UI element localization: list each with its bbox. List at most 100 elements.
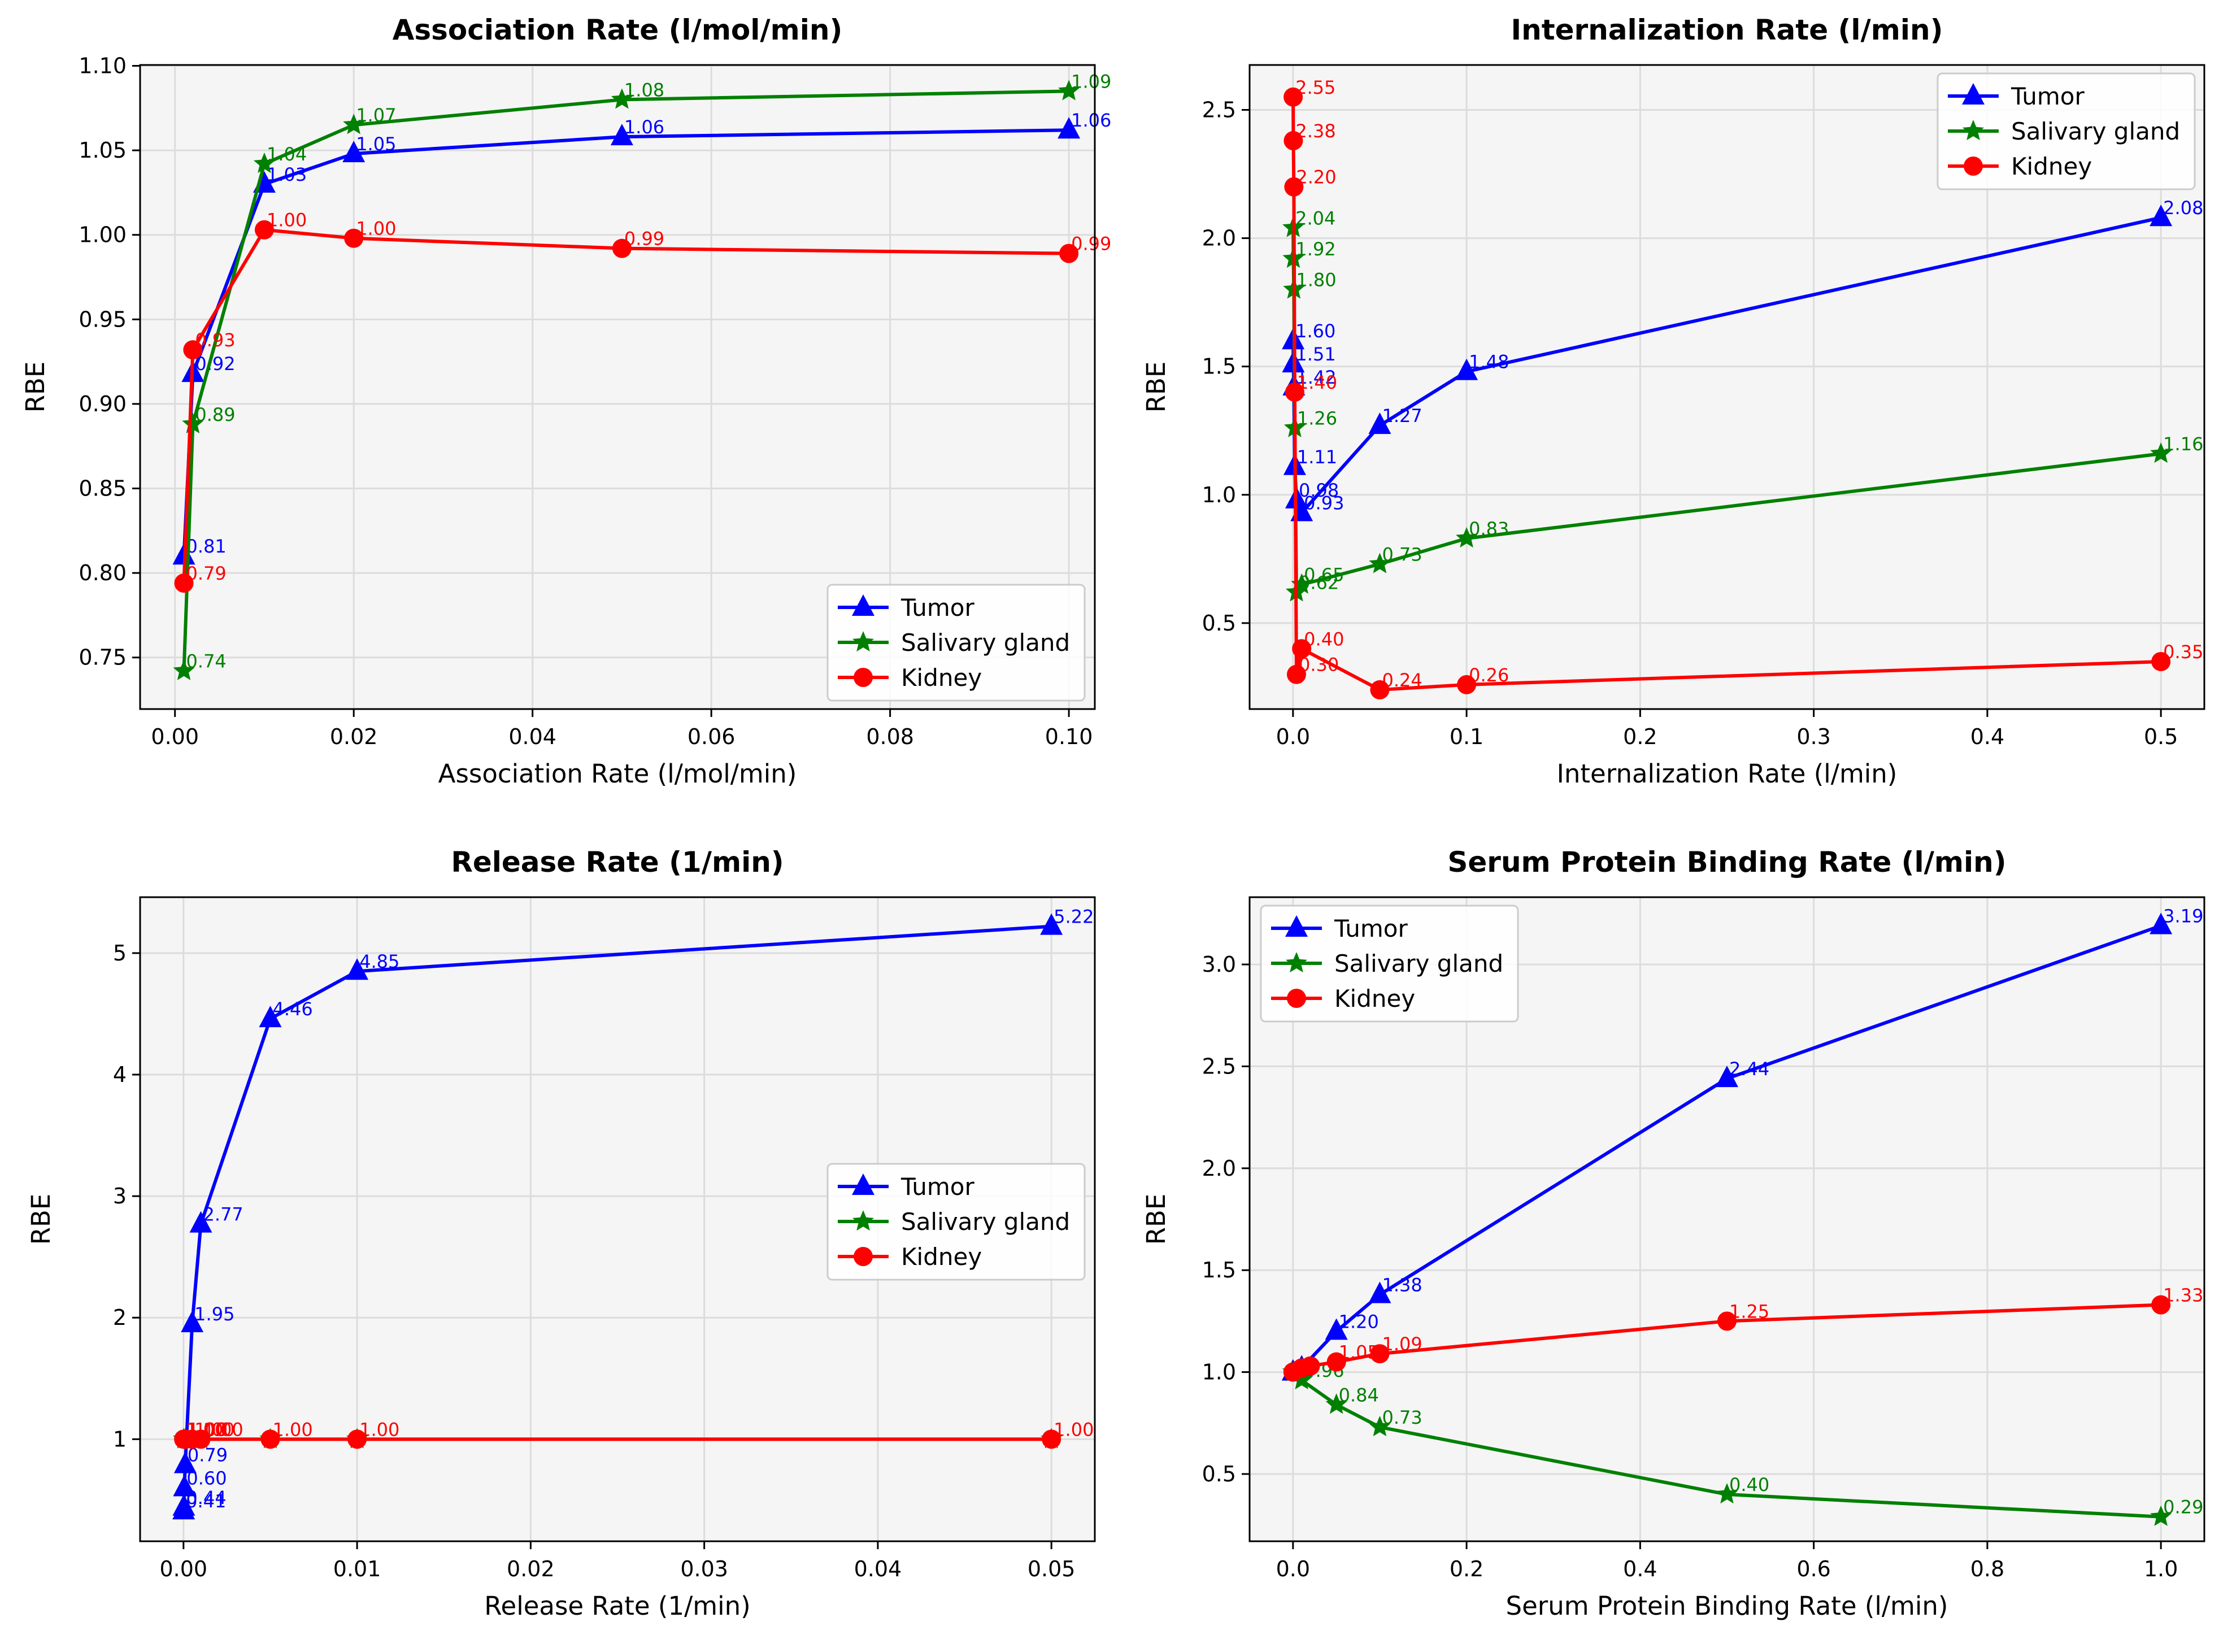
data-label: 3.19 xyxy=(2163,906,2203,927)
data-label: 0.35 xyxy=(2163,641,2203,663)
x-tick-label: 0.00 xyxy=(160,1557,208,1581)
y-tick-label: 4 xyxy=(113,1062,127,1087)
plot-frame xyxy=(139,896,1096,1542)
legend-entry: Salivary gland xyxy=(1334,950,1503,977)
data-point xyxy=(173,659,195,680)
series-kidney: 1.001.001.001.00 1.00 1.00 1.00 xyxy=(174,1419,1094,1449)
y-axis-label: RBE xyxy=(26,1194,56,1245)
x-tick-label: 0.01 xyxy=(333,1557,381,1581)
data-point xyxy=(2151,1295,2171,1315)
legend-marker xyxy=(852,1173,874,1195)
data-label: 2.20 xyxy=(1296,167,1336,188)
x-tick-label: 0.04 xyxy=(854,1557,902,1581)
data-point xyxy=(1285,382,1304,402)
data-label: 0.83 xyxy=(1469,518,1509,540)
legend-marker xyxy=(852,631,874,652)
legend-entry: Salivary gland xyxy=(901,629,1070,657)
data-label: 0.30 xyxy=(1299,654,1339,676)
data-label: 0.65 xyxy=(1304,564,1344,586)
data-point xyxy=(1042,1429,1061,1449)
legend-marker xyxy=(1287,989,1306,1008)
y-tick-label: 5 xyxy=(113,941,127,966)
data-label: 1.20 xyxy=(1339,1311,1379,1332)
data-label: 1.06 xyxy=(624,116,664,138)
data-point xyxy=(1370,1344,1390,1364)
x-tick-label: 0.2 xyxy=(1623,724,1657,749)
data-label: 0.98 xyxy=(1299,480,1339,501)
y-tick-label: 0.5 xyxy=(1202,1462,1236,1486)
series-salivary-gland: 0.74 0.89 1.04 1.07 1.08 1.09 xyxy=(173,71,1111,680)
legend-entry: Tumor xyxy=(2011,82,2085,110)
data-point xyxy=(2150,1505,2172,1526)
data-point xyxy=(189,1211,212,1233)
data-point xyxy=(1059,244,1079,263)
data-point xyxy=(611,88,633,109)
legend-entry: Salivary gland xyxy=(2011,118,2180,145)
legend-entry: Tumor xyxy=(1334,915,1408,942)
chart-title: Release Rate (1/min) xyxy=(451,846,784,879)
x-tick-label: 0.4 xyxy=(1623,1557,1657,1581)
data-label: 1.38 xyxy=(1382,1274,1422,1295)
data-point xyxy=(1716,1066,1738,1088)
data-point xyxy=(182,412,204,434)
series-kidney: 1.05 1.09 1.25 1.33 xyxy=(1283,1285,2203,1382)
y-tick-label: 1.5 xyxy=(1202,354,1236,379)
y-tick-label: 1.05 xyxy=(79,138,127,163)
data-label: 0.26 xyxy=(1469,664,1509,686)
legend-box xyxy=(826,1163,1086,1281)
data-point xyxy=(1716,1483,1738,1504)
data-point xyxy=(181,1310,204,1332)
data-point xyxy=(1455,358,1478,380)
x-tick-label: 0.2 xyxy=(1450,1557,1483,1581)
x-tick-label: 0.10 xyxy=(1045,724,1093,749)
data-label: 0.60 xyxy=(186,1467,227,1489)
data-label: 0.92 xyxy=(195,353,235,375)
data-point xyxy=(1325,1393,1347,1414)
data-label: 1.05 xyxy=(356,133,396,155)
data-point xyxy=(1283,87,1303,107)
data-label: 1.11 xyxy=(1297,446,1337,468)
data-label: 2.38 xyxy=(1295,120,1335,142)
series-kidney: 0.79 0.93 1.00 1.00 0.99 0.99 xyxy=(174,210,1111,593)
data-label: 1.00 xyxy=(267,210,307,231)
data-point xyxy=(1370,680,1390,699)
data-label: 1.42 xyxy=(1296,367,1336,388)
data-label: 0.73 xyxy=(1382,1407,1422,1428)
data-label: 0.40 xyxy=(1729,1474,1769,1496)
x-tick-label: 0.05 xyxy=(1028,1557,1076,1581)
data-point xyxy=(1058,117,1081,139)
data-point xyxy=(1300,1356,1320,1376)
data-label: 1.00 xyxy=(1054,1419,1094,1440)
legend-marker xyxy=(1962,120,1985,141)
x-tick-label: 0.00 xyxy=(151,724,199,749)
data-label: 1.00 xyxy=(272,1419,312,1440)
data-point xyxy=(254,220,274,240)
x-axis-label: Release Rate (1/min) xyxy=(484,1591,750,1621)
y-axis-label: RBE xyxy=(1141,1194,1171,1245)
data-point xyxy=(1369,553,1391,573)
data-point xyxy=(1292,639,1312,659)
data-point xyxy=(1291,1369,1313,1390)
data-label: 0.74 xyxy=(186,651,227,672)
data-label: 0.73 xyxy=(1382,544,1422,565)
x-tick-label: 0.06 xyxy=(688,724,736,749)
data-label: 1.08 xyxy=(624,79,664,101)
data-label: 2.08 xyxy=(2163,197,2203,219)
data-point xyxy=(1457,675,1477,694)
y-tick-label: 2.5 xyxy=(1202,1054,1236,1079)
y-tick-label: 0.75 xyxy=(79,645,127,670)
plot-frame xyxy=(1248,896,2205,1542)
legend-marker xyxy=(854,1247,873,1266)
data-label: 0.99 xyxy=(1071,233,1111,255)
data-label: 1.00 xyxy=(203,1419,243,1440)
data-label: 0.62 xyxy=(1299,572,1339,593)
data-point xyxy=(342,141,366,163)
data-label: 1.26 xyxy=(1297,408,1337,429)
y-tick-label: 0.95 xyxy=(79,307,127,332)
data-label: 1.33 xyxy=(2163,1285,2203,1306)
data-point xyxy=(2150,442,2172,463)
legend-marker xyxy=(1964,156,1983,176)
data-label: 0.89 xyxy=(195,404,235,425)
data-label: 0.29 xyxy=(2163,1497,2203,1518)
legend: Tumor Salivary gland Kidney xyxy=(826,584,1086,702)
